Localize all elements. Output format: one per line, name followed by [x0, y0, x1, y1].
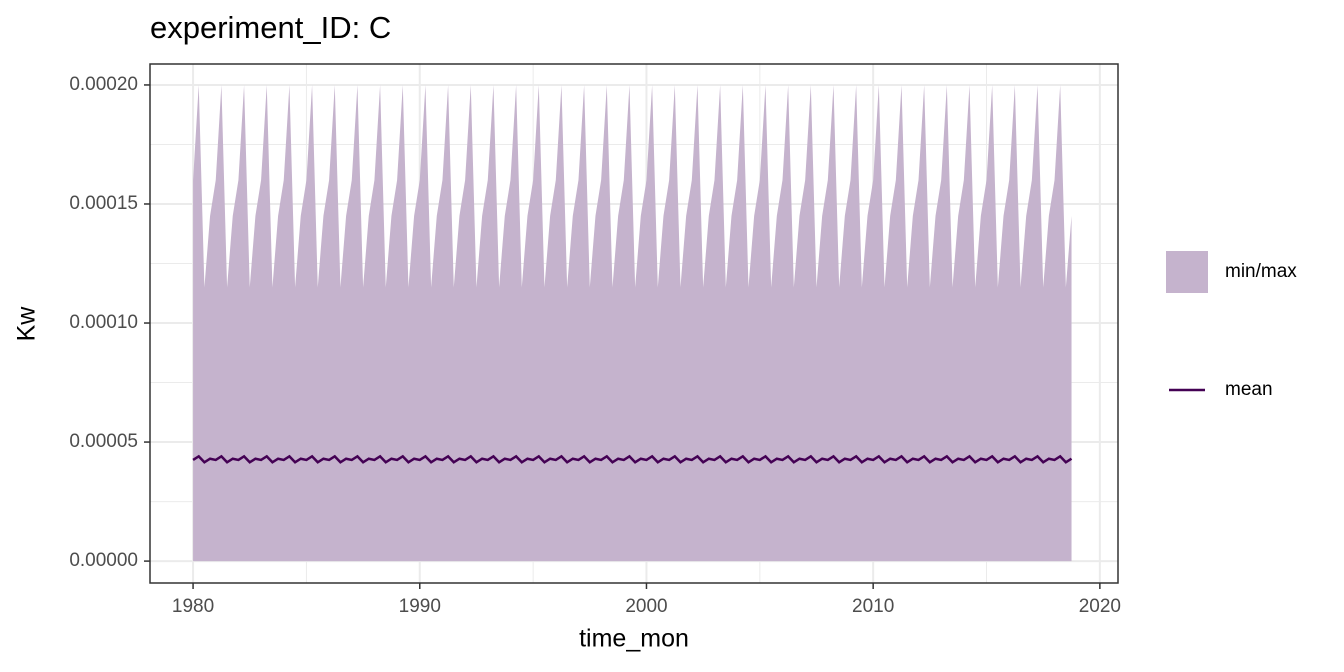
y-axis-label: Kw: [13, 306, 41, 342]
legend-label: min/max: [1225, 261, 1297, 282]
y-tick-label: 0.00000: [69, 550, 138, 571]
x-tick-label: 1980: [172, 596, 214, 617]
x-tick-label: 2000: [625, 596, 667, 617]
x-tick-label: 1990: [399, 596, 441, 617]
x-axis-label: time_mon: [579, 625, 689, 653]
y-tick-label: 0.00005: [69, 431, 138, 452]
ribbon: [193, 84, 1072, 562]
y-tick-label: 0.00015: [69, 193, 138, 214]
chart-title: experiment_ID: C: [150, 10, 391, 45]
y-tick-label: 0.00020: [69, 74, 138, 95]
mean-line: [192, 454, 1073, 464]
x-tick-label: 2020: [1079, 596, 1121, 617]
y-tick-label: 0.00010: [69, 312, 138, 333]
legend-label: mean: [1225, 379, 1273, 400]
plot-border: [149, 63, 1119, 584]
x-tick-label: 2010: [852, 596, 894, 617]
legend-key: [1166, 251, 1208, 293]
